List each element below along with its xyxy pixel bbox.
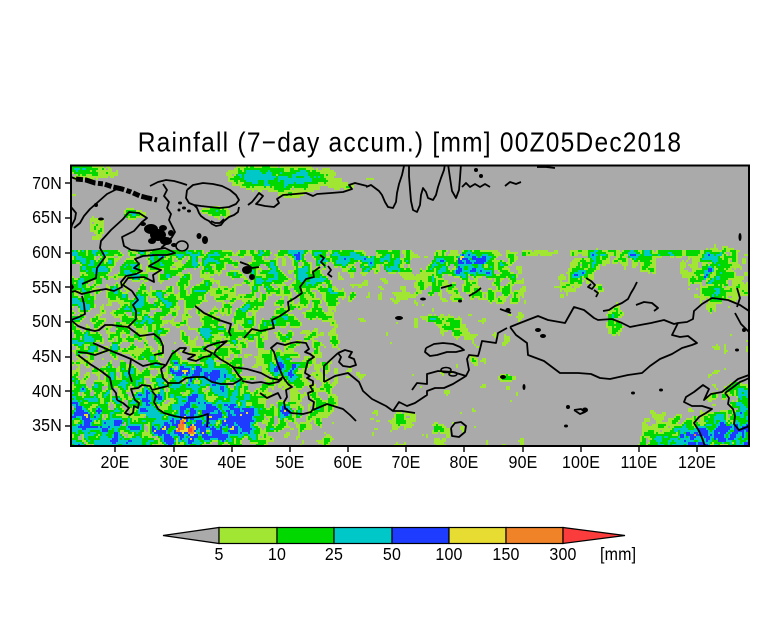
svg-text:20E: 20E (100, 452, 129, 472)
svg-text:100E: 100E (562, 452, 600, 472)
svg-text:50N: 50N (32, 311, 62, 331)
svg-text:30E: 30E (159, 452, 188, 472)
svg-text:Rainfall (7−day accum.) [mm] 0: Rainfall (7−day accum.) [mm] 00Z05Dec201… (138, 126, 683, 158)
svg-text:5: 5 (214, 544, 223, 564)
svg-text:110E: 110E (621, 452, 658, 472)
svg-text:60N: 60N (32, 242, 62, 262)
svg-text:35N: 35N (32, 415, 62, 435)
svg-text:120E: 120E (678, 452, 716, 472)
svg-text:45N: 45N (32, 346, 62, 366)
svg-text:[mm]: [mm] (600, 544, 636, 564)
svg-text:50E: 50E (275, 452, 304, 472)
svg-text:100: 100 (435, 544, 462, 564)
svg-text:55N: 55N (32, 277, 62, 297)
svg-text:150: 150 (492, 544, 519, 564)
svg-text:70E: 70E (391, 452, 420, 472)
svg-text:50: 50 (383, 544, 401, 564)
svg-text:10: 10 (268, 544, 286, 564)
svg-text:300: 300 (549, 544, 576, 564)
svg-text:60E: 60E (333, 452, 362, 472)
svg-text:70N: 70N (32, 173, 62, 193)
svg-text:25: 25 (325, 544, 343, 564)
svg-text:90E: 90E (508, 452, 537, 472)
svg-text:40E: 40E (217, 452, 246, 472)
svg-text:65N: 65N (32, 207, 62, 227)
svg-text:40N: 40N (32, 381, 62, 401)
svg-text:80E: 80E (449, 452, 478, 472)
